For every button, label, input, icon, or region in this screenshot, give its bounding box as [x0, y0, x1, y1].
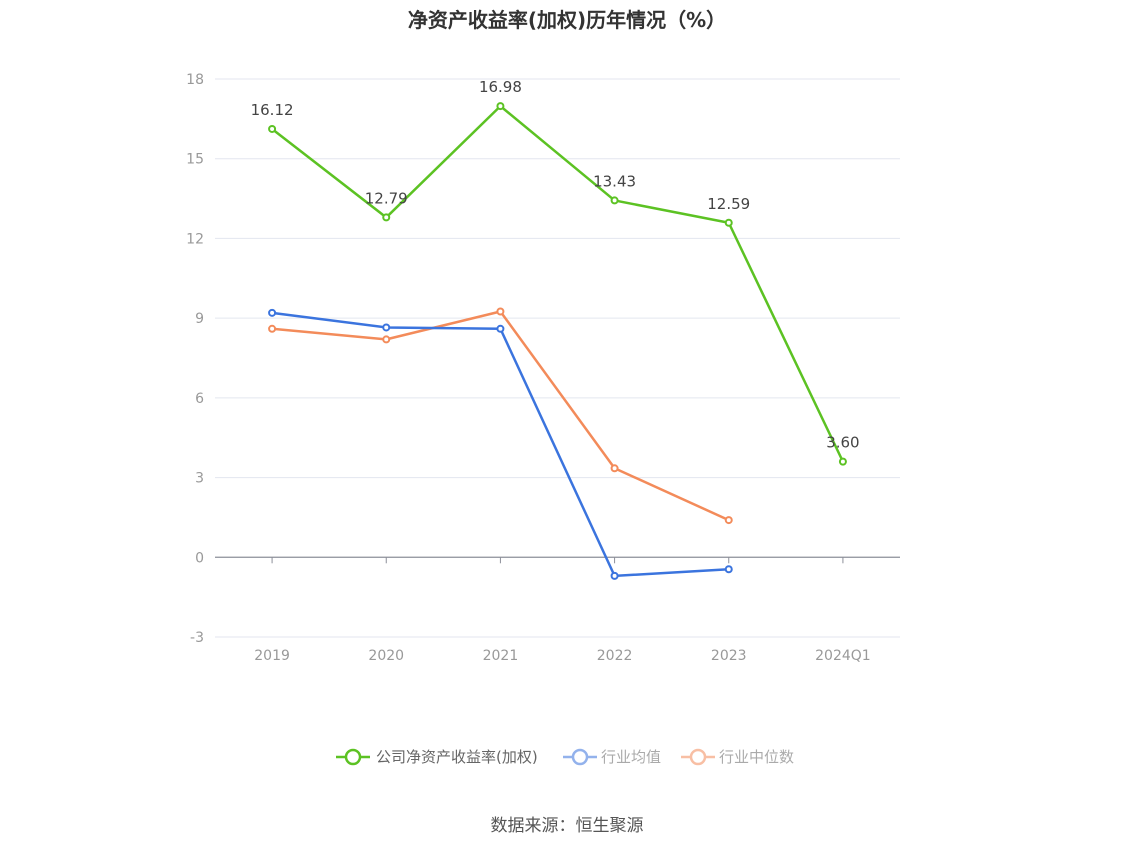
- data-point: [382, 213, 391, 222]
- legend-item: 行业中位数: [681, 748, 794, 766]
- y-tick-label: 12: [186, 231, 204, 247]
- y-tick-label: 9: [195, 311, 204, 327]
- data-point: [610, 464, 619, 473]
- data-label: 12.59: [707, 195, 750, 213]
- legend-label: 行业中位数: [719, 748, 794, 766]
- series-line: [271, 104, 845, 463]
- data-point: [724, 565, 733, 574]
- grid-lines: [215, 78, 900, 638]
- x-tick-label: 2020: [368, 648, 404, 664]
- legend-item: 行业均值: [563, 748, 661, 766]
- y-tick-label: 0: [195, 550, 204, 566]
- data-point: [496, 324, 505, 333]
- series-layer: [268, 102, 847, 580]
- x-tick-label: 2022: [597, 648, 633, 664]
- x-tick-label: 2019: [254, 648, 290, 664]
- y-tick-label: -3: [190, 630, 204, 646]
- data-labels: 16.12 12.79 16.98 13.43 12.59 3.60: [251, 78, 860, 452]
- y-tick-label: 18: [186, 72, 204, 88]
- series-line: [271, 311, 729, 578]
- y-tick-label: 6: [195, 391, 204, 407]
- data-point: [610, 571, 619, 580]
- series-line: [271, 310, 730, 522]
- chart-title: 净资产收益率(加权)历年情况（%）: [407, 8, 727, 32]
- data-label: 13.43: [593, 172, 636, 190]
- data-label: 16.98: [479, 78, 522, 96]
- data-point: [724, 218, 733, 227]
- data-point: [382, 323, 391, 332]
- legend-item: 公司净资产收益率(加权): [336, 748, 538, 766]
- axes: -3 0 3 6 9 12 15 18 2019 2020 2021 2022 2023 2024Q1: [186, 72, 900, 664]
- x-tick-label: 2023: [711, 648, 747, 664]
- y-tick-label: 15: [186, 152, 204, 168]
- data-label: 3.60: [826, 434, 859, 452]
- y-tick-label: 3: [195, 471, 204, 487]
- data-point: [496, 102, 505, 111]
- x-tick-label: 2021: [483, 648, 519, 664]
- legend: 公司净资产收益率(加权) 行业均值 行业中位数: [336, 748, 794, 766]
- legend-marker-icon: [344, 748, 362, 766]
- data-point: [838, 457, 847, 466]
- line-chart: -3 0 3 6 9 12 15 18 2019 2020 2021 2022 2023 2024Q1 1…: [186, 72, 900, 766]
- data-point: [268, 324, 277, 333]
- data-label: 12.79: [365, 189, 408, 207]
- data-label: 16.12: [251, 101, 294, 119]
- data-point: [268, 308, 277, 317]
- data-point: [610, 196, 619, 205]
- data-point: [724, 516, 733, 525]
- legend-label: 公司净资产收益率(加权): [376, 748, 538, 766]
- data-point: [268, 124, 277, 133]
- legend-marker-icon: [571, 748, 589, 766]
- data-point: [496, 307, 505, 316]
- data-point: [382, 335, 391, 344]
- legend-marker-icon: [689, 748, 707, 766]
- legend-label: 行业均值: [601, 748, 661, 766]
- data-source: 数据来源：恒生聚源: [490, 816, 644, 836]
- x-tick-label: 2024Q1: [815, 648, 871, 664]
